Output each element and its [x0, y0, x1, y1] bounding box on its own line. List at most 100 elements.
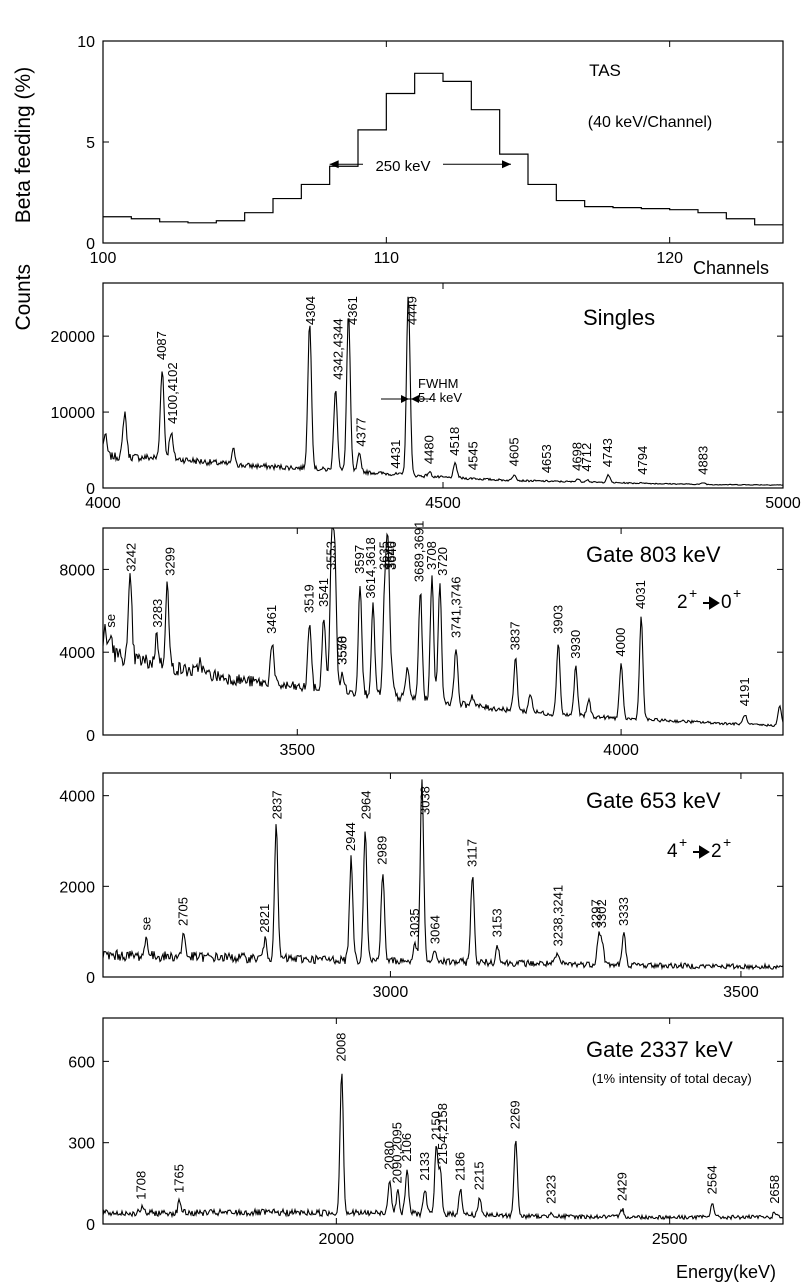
y-tick-label: 0 [86, 236, 95, 253]
peak-label: 2821 [257, 904, 272, 933]
peak-label: 2186 [452, 1152, 467, 1181]
peak-label: 3708 [424, 541, 439, 570]
y-tick-label: 600 [68, 1054, 95, 1071]
width-label-bg [363, 155, 443, 175]
y-tick-label: 0 [86, 970, 95, 987]
axis-ticks: 3500 4000 0 4000 8000 [59, 528, 783, 759]
channel-width-label: (40 keV/Channel) [588, 114, 713, 131]
peak-label: 3689,3691 [412, 521, 427, 582]
x-tick-label: 3000 [373, 984, 409, 1001]
peak-label: 3297 [589, 899, 604, 928]
peak-label: 4698 [570, 442, 585, 471]
width-marker-arrow-right [502, 160, 511, 169]
peak-label: 4712 [579, 443, 594, 472]
peak-label: 4431 [388, 440, 403, 469]
peak-label: 2008 [334, 1033, 349, 1062]
transition-final-spin: 2 [711, 841, 722, 862]
gate-803-spectrum-line [102, 527, 784, 727]
peak-label: 4605 [506, 437, 521, 466]
peak-label: 2705 [176, 897, 191, 926]
x-axis-label: Channels [693, 258, 769, 278]
x-axis-label: Energy(keV) [676, 1262, 776, 1282]
peak-label: 2090,2095 [390, 1122, 405, 1183]
peak-label: 4518 [447, 427, 462, 456]
peak-label: 4100,4102 [165, 362, 180, 423]
x-tick-label: 2000 [319, 1231, 355, 1248]
plot-frame [102, 1017, 784, 1225]
peak-label: 2080 [382, 1141, 397, 1170]
axis-ticks: 4000 4500 5000 0 10000 20000 [51, 283, 801, 512]
panel-gate-2337: 2000 2500 0 300 600 1708 1765 2008 20802090,209… [68, 1017, 784, 1282]
peak-label: 4031 [633, 580, 648, 609]
y-axis-label: Beta feeding (%) [12, 67, 35, 223]
fwhm-arrow-right [401, 395, 409, 403]
peak-label: 2429 [614, 1172, 629, 1201]
peak-label: 3238,3241 [551, 885, 566, 946]
y-tick-label: 10000 [51, 405, 96, 422]
gate-653-spectrum-line [102, 779, 784, 971]
peak-label: 3640 [383, 541, 398, 570]
peak-label: 2658 [767, 1175, 782, 1204]
y-tick-label: 0 [86, 1217, 95, 1234]
plot-frame [102, 772, 784, 978]
y-tick-label: 0 [86, 481, 95, 498]
panel-title: Gate 2337 keV [586, 1037, 733, 1062]
peak-label: 3930 [568, 630, 583, 659]
peak-label: 3646 [384, 541, 399, 570]
x-tick-label: 3500 [279, 742, 315, 759]
plot-frame [102, 40, 784, 244]
transition-final-parity: + [723, 834, 731, 850]
peak-label: 3035 [407, 908, 422, 937]
y-axis-label: Counts [12, 264, 35, 331]
fwhm-label: FWHM [418, 376, 458, 391]
peak-label: 2106 [399, 1133, 414, 1162]
width-label: 250 keV [375, 158, 430, 175]
transition-initial-spin: 2 [677, 592, 688, 613]
panel-gate-803: 3500 4000 0 4000 8000 se 3242 3283 3299 3461 3519… [59, 521, 784, 759]
peak-label: 4304 [303, 296, 318, 325]
peak-label: 3553 [324, 541, 339, 570]
panel-title: Singles [583, 305, 655, 330]
fwhm-arrow-left [411, 395, 419, 403]
peak-label: 4545 [466, 441, 481, 470]
transition-arrow-icon [693, 845, 710, 859]
y-tick-label: 10 [77, 34, 95, 51]
x-tick-label: 110 [374, 250, 400, 267]
peak-label: 4480 [421, 435, 436, 464]
peak-label: 1765 [172, 1164, 187, 1193]
peak-label: 3597 [352, 545, 367, 574]
peak-label: 3333 [616, 897, 631, 926]
width-marker-arrow-left [329, 160, 339, 169]
x-tick-label: 120 [656, 250, 683, 267]
gate-2337-spectrum-line [102, 1073, 784, 1221]
transition-initial-parity: + [679, 834, 687, 850]
peak-label: 3461 [264, 605, 279, 634]
x-tick-label: 5000 [765, 495, 801, 512]
peak-label: se [103, 614, 118, 628]
transition-label: 4 + 2 + [667, 834, 731, 862]
transition-arrow-icon [703, 596, 720, 610]
panel-title: Gate 653 keV [586, 788, 721, 813]
tas-label: TAS [589, 61, 621, 80]
plot-frame [102, 527, 784, 736]
peak-label: 2150 [428, 1111, 443, 1140]
peak-label: 2323 [544, 1175, 559, 1204]
peak-label: 4653 [539, 444, 554, 473]
transition-label: 2 + 0 + [677, 585, 741, 613]
peak-label: 3614,3618 [363, 537, 378, 598]
peak-label: 2269 [508, 1100, 523, 1129]
panel-gate-653: 3000 3500 0 2000 4000 se 2705 2821 2837 29442964… [59, 772, 784, 1001]
peak-label: 3064 [427, 915, 442, 944]
y-tick-label: 5 [86, 135, 95, 152]
peak-label: 3903 [550, 605, 565, 634]
panel-title: Gate 803 keV [586, 542, 721, 567]
x-tick-label: 100 [90, 250, 117, 267]
peak-label: 2837 [270, 790, 285, 819]
peak-label: 3741,3746 [449, 577, 464, 638]
x-tick-label: 4500 [425, 495, 461, 512]
peak-label: 2964 [359, 790, 374, 819]
